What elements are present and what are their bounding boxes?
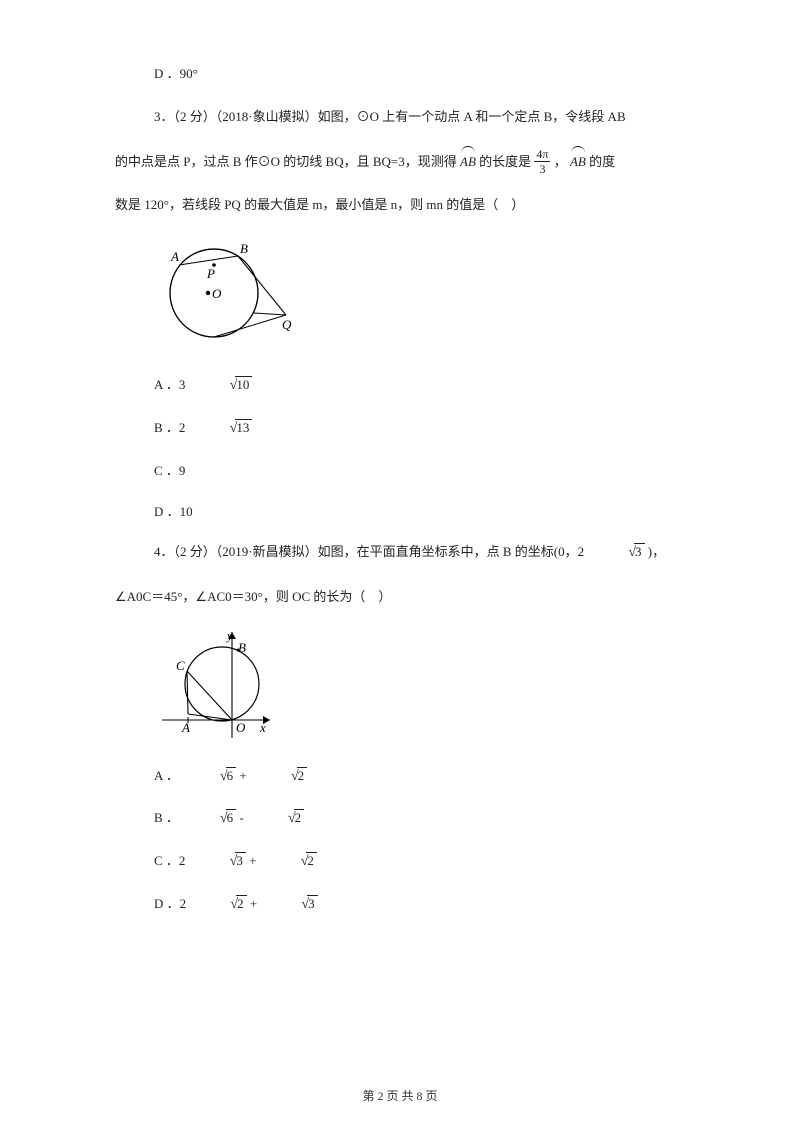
q4-rad6b: 6 [226, 809, 237, 825]
q4-sqrt2d: 2 [189, 890, 246, 921]
q4-optD-mid: + [247, 896, 261, 911]
q4-figure: y x B C A O [154, 626, 685, 744]
fraction-4pi3: 4π3 [534, 148, 550, 175]
q3-option-b: B ．2 13 [115, 414, 685, 445]
q4-sqrt3d: 3 [260, 890, 317, 921]
q4-rad2d: 2 [236, 895, 247, 911]
q4-label-o: O [236, 720, 246, 735]
q4-rad2b: 2 [294, 809, 305, 825]
frac-num: 4π [534, 148, 550, 162]
q3-stem-line3: 数是 120°，若线段 PQ 的最大值是 m，最小值是 n，则 mn 的值是（ … [115, 191, 685, 220]
q4-optA-pre: A ． [154, 768, 179, 783]
q4-rad3c: 3 [235, 852, 246, 868]
q3-line-bq [238, 256, 286, 315]
q4-rad3-stem: 3 [634, 543, 645, 559]
q4-optD-pre: D ．2 [154, 896, 189, 911]
q3-label-o: O [212, 286, 222, 301]
rad-10: 10 [235, 376, 252, 392]
q3-optB-pre: B ．2 [154, 420, 189, 435]
q4-stem-line1: 4．（2 分）（2019·新昌模拟）如图，在平面直角坐标系中，点 B 的坐标(0… [115, 538, 685, 569]
sqrt-13: 13 [189, 414, 253, 445]
q4-label-a: A [181, 720, 190, 735]
q4-option-c: C ．2 3 + 2 [115, 847, 685, 878]
q4-stem1b: )， [645, 544, 666, 559]
q4-sqrt2c: 2 [260, 847, 317, 878]
q4-option-a: A ． 6 + 2 [115, 762, 685, 793]
q3-option-a: A ．3 10 [115, 371, 685, 402]
q3-label-q: Q [282, 317, 292, 332]
q4-rad2c: 2 [306, 852, 317, 868]
q4-optC-pre: C ．2 [154, 853, 189, 868]
q4-line-co [187, 671, 232, 720]
q3-stem2b: 的长度是 [476, 154, 535, 169]
q3-stem-line1: 3．（2 分）（2018·象山模拟）如图，⊙O 上有一个动点 A 和一个定点 B… [115, 103, 685, 132]
q4-option-b: B ． 6 - 2 [115, 804, 685, 835]
q3-label-a: A [170, 249, 179, 264]
q4-label-c: C [176, 658, 185, 673]
q4-optB-mid: - [236, 810, 247, 825]
q3-stem2a: 的中点是点 P，过点 B 作⊙O 的切线 BQ，且 BQ=3，现测得 [115, 154, 460, 169]
q4-sqrt3-stem: 3 [587, 538, 644, 569]
q4-sqrt2a: 2 [250, 762, 307, 793]
q4-label-y: y [225, 628, 233, 643]
q4-option-d: D ．2 2 + 3 [115, 890, 685, 921]
q3-line-midq [254, 313, 286, 315]
page-content: D ．90° 3．（2 分）（2018·象山模拟）如图，⊙O 上有一个动点 A … [0, 0, 800, 973]
arc-ab-2: AB [570, 145, 586, 177]
q3-stem2c: ， [550, 154, 570, 169]
q3-label-p: P [206, 266, 215, 281]
q4-sqrt6a: 6 [179, 762, 236, 793]
q3-option-d: D ．10 [115, 498, 685, 527]
page-footer: 第 2 页 共 8 页 [0, 1087, 800, 1104]
q3-center-dot [206, 291, 210, 295]
q4-label-x: x [259, 720, 266, 735]
arc-ab-1: AB [460, 145, 476, 177]
q4-optB-pre: B ． [154, 810, 179, 825]
q4-sqrt6b: 6 [179, 804, 236, 835]
q3-optA-pre: A ．3 [154, 377, 189, 392]
q4-rad3d: 3 [307, 895, 318, 911]
q3-svg: A B P O Q [154, 233, 304, 353]
q3-stem2d: 的度 [586, 154, 615, 169]
q4-svg: y x B C A O [154, 626, 284, 744]
q4-rad2a: 2 [297, 767, 308, 783]
q4-line-ca [187, 671, 188, 714]
q2-option-d: D ．90° [115, 60, 685, 89]
q4-b-dot [237, 648, 240, 651]
q4-optC-mid: + [246, 853, 260, 868]
q4-label-b: B [238, 640, 246, 655]
q4-optA-mid: + [236, 768, 250, 783]
q4-stem-line2: ∠A0C＝45°，∠AC0＝30°，则 OC 的长为（ ） [115, 583, 685, 612]
frac-den: 3 [534, 162, 550, 175]
q3-option-c: C ．9 [115, 457, 685, 486]
q4-stem1a: 4．（2 分）（2019·新昌模拟）如图，在平面直角坐标系中，点 B 的坐标(0… [154, 544, 587, 559]
q4-rad6a: 6 [226, 767, 237, 783]
q4-sqrt3c: 3 [189, 847, 246, 878]
q3-figure: A B P O Q [154, 233, 685, 353]
q4-sqrt2b: 2 [247, 804, 304, 835]
rad-13: 13 [235, 419, 252, 435]
q3-stem-line2: 的中点是点 P，过点 B 作⊙O 的切线 BQ，且 BQ=3，现测得 AB 的长… [115, 145, 685, 177]
sqrt-10: 10 [189, 371, 253, 402]
q3-label-b: B [240, 241, 248, 256]
